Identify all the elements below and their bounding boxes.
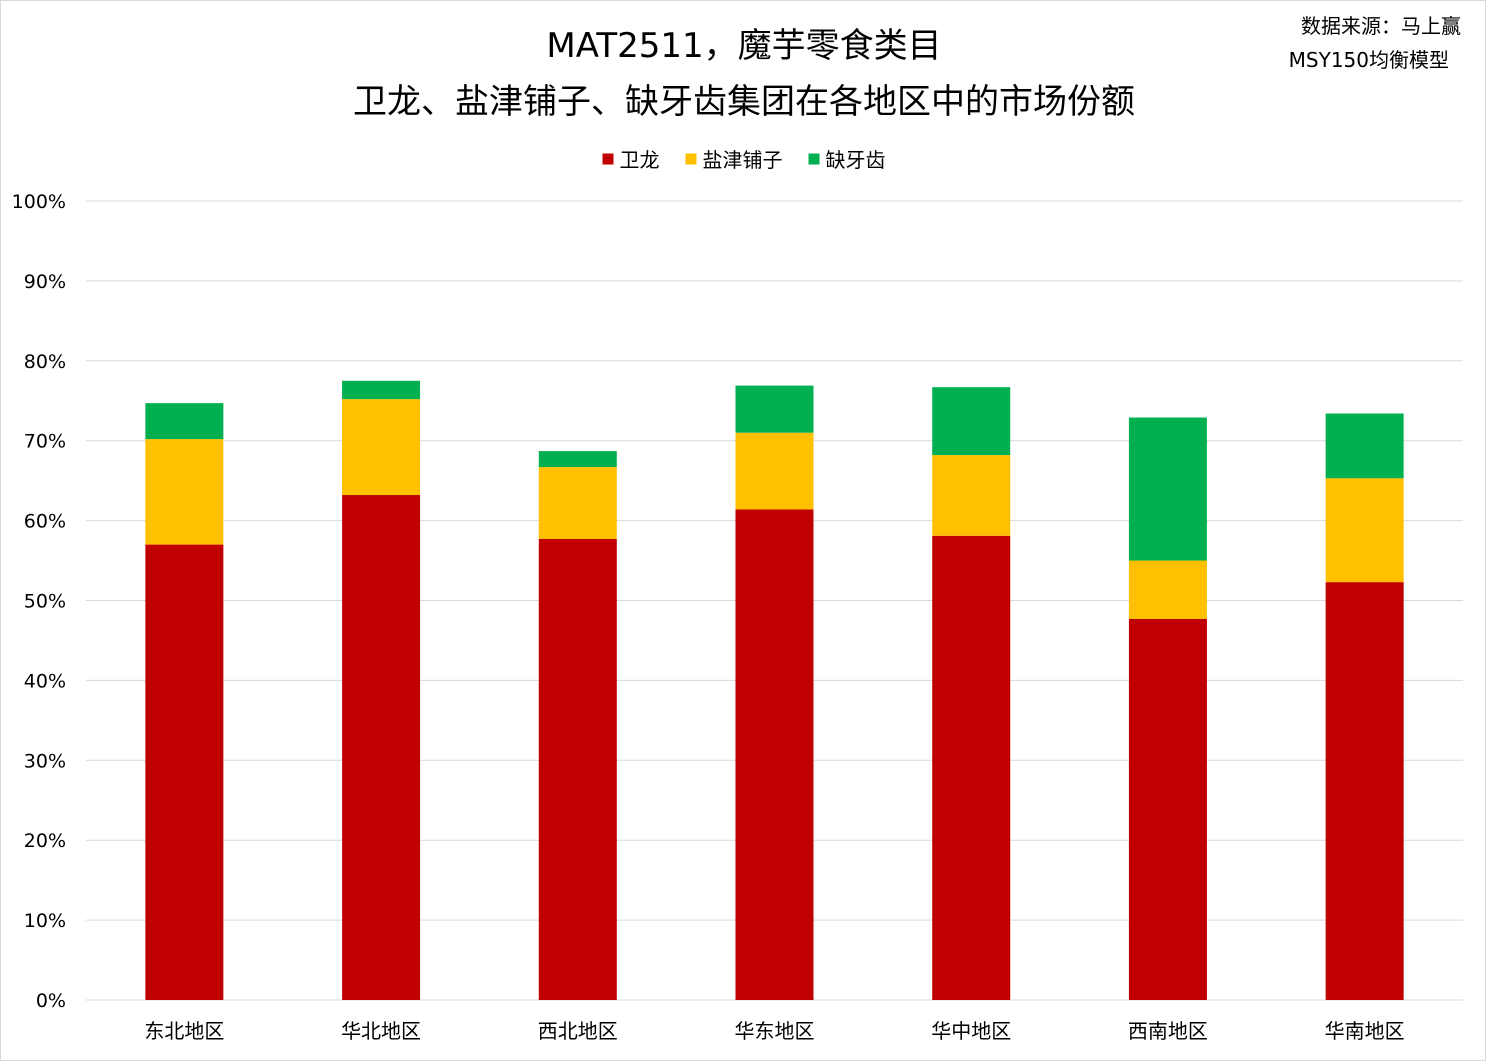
- model-label: MSY150均衡模型: [1289, 48, 1449, 72]
- bar-segment: [735, 432, 814, 510]
- x-tick-label: 东北地区: [144, 1019, 224, 1043]
- x-tick-label: 华南地区: [1325, 1019, 1405, 1043]
- y-tick-label: 100%: [12, 191, 66, 213]
- bar-segment: [1325, 413, 1404, 479]
- bar-segment: [538, 467, 617, 539]
- bar-segment: [1128, 417, 1207, 561]
- bar-segment: [1325, 478, 1404, 583]
- bar-area: [145, 380, 1404, 1000]
- y-tick-label: 0%: [36, 990, 66, 1012]
- bar-segment: [145, 403, 224, 440]
- x-tick-label: 华中地区: [931, 1019, 1011, 1043]
- legend-label: 卫龙: [620, 148, 660, 172]
- bar-segment: [342, 495, 421, 1000]
- bar-segment: [538, 538, 617, 1000]
- bar-segment: [342, 380, 421, 400]
- bar-segment: [932, 455, 1011, 536]
- chart-legend: 卫龙 盐津铺子 缺牙齿: [602, 148, 886, 172]
- bar-segment: [145, 544, 224, 1000]
- bar-segment: [538, 451, 617, 468]
- bar-segment: [932, 535, 1011, 1000]
- x-tick-label: 华东地区: [735, 1019, 815, 1043]
- legend-label: 盐津铺子: [703, 148, 783, 172]
- y-tick-label: 60%: [24, 511, 66, 533]
- y-tick-label: 70%: [24, 431, 66, 453]
- legend-label: 缺牙齿: [826, 148, 886, 172]
- bar-segment: [735, 509, 814, 1000]
- x-tick-label: 西北地区: [538, 1019, 618, 1043]
- bar-segment: [1325, 582, 1404, 1000]
- y-tick-label: 50%: [24, 591, 66, 613]
- x-axis: 东北地区 华北地区 西北地区 华东地区 华中地区 西南地区 华南地区: [144, 1019, 1404, 1043]
- y-tick-label: 90%: [24, 271, 66, 293]
- chart-subtitle: 卫龙、盐津铺子、缺牙齿集团在各地区中的市场份额: [353, 82, 1135, 122]
- bar-segment: [735, 385, 814, 433]
- legend-swatch: [685, 153, 697, 165]
- y-tick-label: 30%: [24, 750, 66, 772]
- y-tick-label: 40%: [24, 670, 66, 692]
- y-tick-label: 10%: [24, 910, 66, 932]
- x-tick-label: 华北地区: [341, 1019, 421, 1043]
- y-tick-label: 80%: [24, 351, 66, 373]
- chart-title: MAT2511，魔芋零食类目: [546, 26, 941, 66]
- bar-segment: [342, 399, 421, 496]
- bar-segment: [932, 387, 1011, 456]
- bar-segment: [145, 439, 224, 545]
- legend-swatch: [602, 153, 614, 165]
- x-tick-label: 西南地区: [1128, 1019, 1208, 1043]
- legend-swatch: [808, 153, 820, 165]
- source-label: 数据来源：马上赢: [1301, 14, 1461, 38]
- bar-segment: [1128, 618, 1207, 1000]
- y-axis: 0% 10% 20% 30% 40% 50% 60% 70% 80% 90% 100%: [12, 191, 66, 1012]
- bar-segment: [1128, 560, 1207, 619]
- y-tick-label: 20%: [24, 830, 66, 852]
